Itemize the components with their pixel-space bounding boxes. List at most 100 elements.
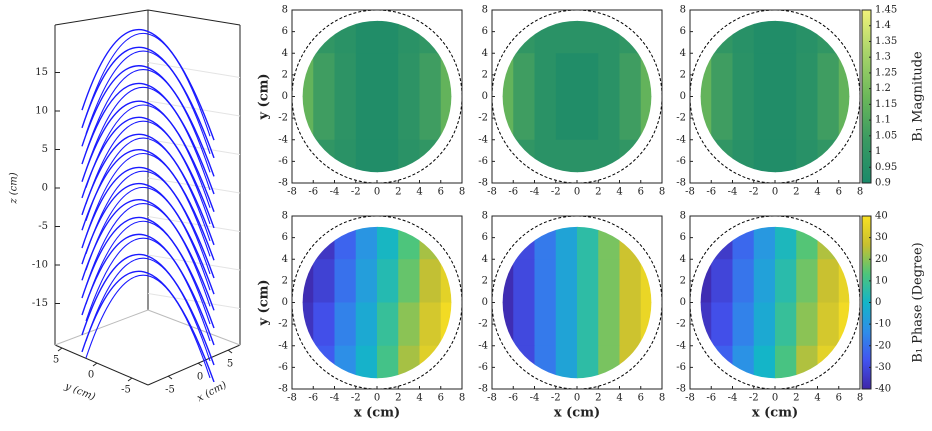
x-tick-label: 6 — [438, 187, 444, 198]
coil-loop-back — [85, 257, 211, 362]
contour-cell — [753, 139, 776, 173]
contour-cell — [313, 139, 335, 173]
contour-cell — [555, 226, 578, 260]
contour-cell — [711, 139, 733, 173]
y-tick-label: 0 — [680, 91, 686, 102]
coil-loop — [81, 133, 215, 246]
y-tick-label: -6 — [278, 362, 288, 373]
contour-cell — [534, 259, 557, 303]
contour-cell — [775, 96, 797, 141]
contour-cell — [334, 302, 357, 347]
x-tick-label: -6 — [508, 187, 518, 198]
contour-cell — [711, 226, 733, 260]
colorbar-tick-label: 1.15 — [875, 99, 897, 110]
grid-line — [147, 293, 241, 309]
x-tick-label: -8 — [287, 187, 297, 198]
y-tick-label: 4 — [282, 48, 288, 59]
contour-cell — [513, 53, 535, 97]
coil-loop — [81, 116, 215, 229]
contour-cell — [598, 259, 620, 303]
x-tick-label: 2 — [595, 187, 601, 198]
contour-cell — [775, 259, 797, 303]
contour-cell — [334, 96, 357, 141]
contour-cell — [817, 20, 840, 54]
contour-cell — [732, 96, 755, 141]
contour-field — [700, 226, 850, 379]
x-tick-label: 2 — [395, 393, 401, 404]
contour-cell — [640, 226, 652, 260]
y-tick-label: -2 — [478, 113, 488, 124]
y-tick-label: -4 — [278, 134, 288, 145]
colorbar-tick-label: 10 — [875, 275, 888, 286]
y-tick-label: 8 — [680, 211, 686, 222]
contour-cell — [640, 259, 652, 303]
contour-cell — [513, 139, 535, 173]
contour-cell — [598, 302, 620, 347]
x-tick-label: 0 — [374, 187, 380, 198]
contour-cell — [377, 53, 399, 97]
contour-cell — [775, 53, 797, 97]
coil-loop-back — [85, 220, 211, 325]
x-tick-label: 0 — [574, 187, 580, 198]
coil-loop-back — [85, 237, 211, 342]
x-tick-label: -2 — [351, 187, 361, 198]
x-tick-label: -8 — [487, 393, 497, 404]
y-tick-label: -6 — [478, 156, 488, 167]
contour-cell — [640, 53, 652, 97]
contour-cell — [640, 139, 652, 173]
x-tick-label: -6 — [706, 187, 716, 198]
contour-cell — [334, 259, 357, 303]
contour-cell — [502, 20, 514, 54]
contour-cell — [711, 53, 733, 97]
contour-cell — [440, 345, 452, 379]
x-tick-label: -4 — [728, 187, 738, 198]
y-tick-label: 6 — [482, 26, 488, 37]
contour-cell — [555, 139, 578, 173]
x-tick-label: 0 — [197, 372, 203, 383]
contour-cell — [302, 345, 314, 379]
contour-cell — [355, 96, 378, 141]
coil-loop — [81, 233, 215, 346]
contour-cell — [313, 20, 335, 54]
contour-cell — [355, 139, 378, 173]
y-tick-label: 4 — [282, 254, 288, 265]
contour-cell — [577, 20, 599, 54]
y-tick-label: 2 — [680, 69, 686, 80]
contour-cell — [775, 139, 797, 173]
colorbar-tick-label: 1.25 — [875, 67, 897, 78]
y-tick-label: -6 — [676, 156, 686, 167]
y-tick-label: -2 — [676, 113, 686, 124]
coil-loop-back — [85, 274, 211, 379]
y-axis-label: y (cm) — [62, 381, 97, 403]
contour-cell — [753, 259, 776, 303]
y-tick-label: 6 — [282, 26, 288, 37]
contour-cell — [555, 345, 578, 379]
y-tick-label: 0 — [282, 297, 288, 308]
x-tick-label: 4 — [616, 393, 622, 404]
contour-cell — [502, 139, 514, 173]
contour-cell — [700, 20, 712, 54]
x-tick — [197, 362, 203, 367]
contour-cell — [555, 20, 578, 54]
y-tick — [57, 347, 63, 352]
x-tick-label: 2 — [395, 187, 401, 198]
y-tick — [127, 377, 133, 382]
contour-cell — [502, 53, 514, 97]
y-tick-label: -4 — [676, 134, 686, 145]
contour-cell — [577, 345, 599, 379]
contour-cell — [534, 302, 557, 347]
colorbar-label: B₁ Phase (Degree) — [911, 242, 926, 362]
contour-cell — [440, 302, 452, 347]
x-tick-label: -4 — [330, 187, 340, 198]
contour-cell — [534, 96, 557, 141]
colorbar-tick-label: 1 — [875, 146, 881, 157]
x-tick-label: -2 — [749, 393, 759, 404]
coil-loop — [81, 270, 215, 383]
y-tick-label: 0 — [482, 297, 488, 308]
contour-cell — [619, 139, 642, 173]
z-tick-label: 5 — [42, 144, 48, 155]
contour-cell — [577, 302, 599, 347]
contour-cell — [513, 20, 535, 54]
x-tick-label: 8 — [857, 393, 863, 404]
